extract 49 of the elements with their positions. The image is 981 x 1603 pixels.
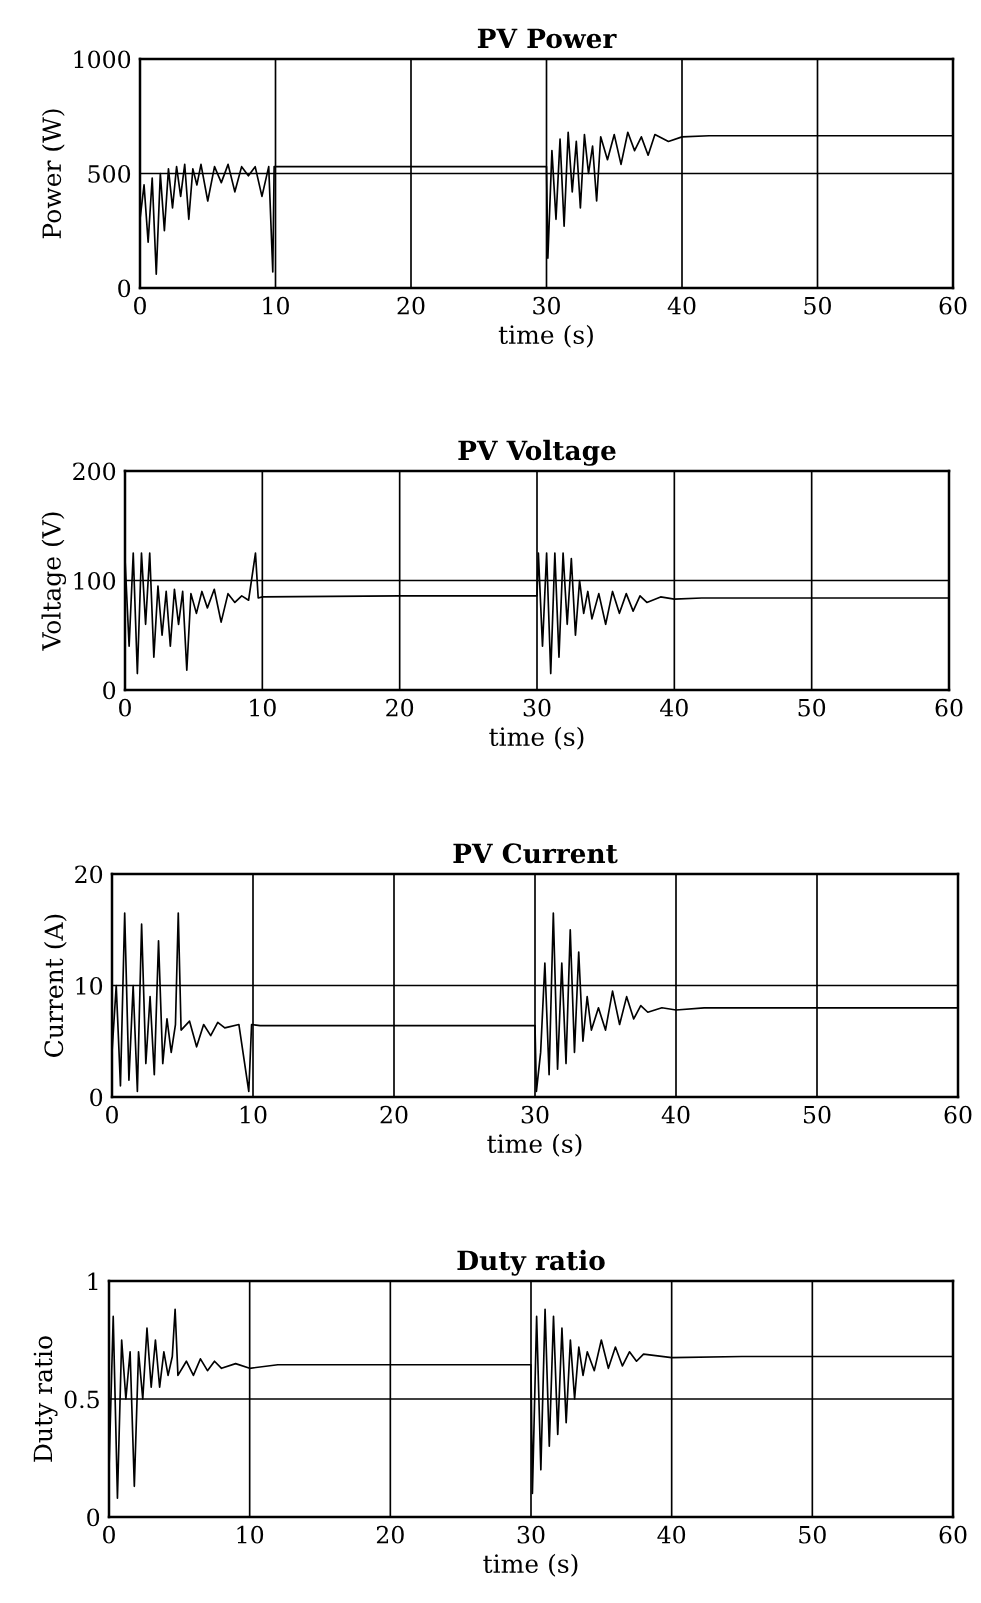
x-axis-title: time (s) — [483, 1553, 578, 1577]
x-tick-label: 50 — [803, 1105, 831, 1124]
y-axis-title: Duty ratio — [33, 1336, 58, 1462]
chart-title: PV Voltage — [458, 439, 616, 466]
y-tick-label: 0 — [87, 1508, 100, 1527]
x-tick-label: 50 — [799, 1525, 826, 1544]
x-tick-label: 60 — [939, 1525, 967, 1544]
chart-title: PV Power — [477, 28, 617, 49]
x-tick-label: 50 — [804, 296, 831, 315]
y-tick-label: 0 — [118, 279, 131, 298]
y-axis-title: Power (W) — [41, 109, 65, 239]
x-tick-label: 10 — [237, 1525, 264, 1544]
x-tick-label: 40 — [667, 296, 696, 315]
y-tick-label: 10 — [76, 976, 103, 995]
x-tick-label: 20 — [397, 296, 425, 315]
x-tick-label: 30 — [517, 1525, 545, 1544]
x-tick-label: 30 — [523, 698, 551, 717]
x-tick-label: 30 — [521, 1105, 549, 1124]
x-tick-label: 60 — [944, 1105, 972, 1124]
x-axis-title: time (s) — [498, 324, 593, 348]
x-tick-label: 40 — [657, 1525, 686, 1544]
chart-title: PV Current — [453, 843, 618, 864]
y-tick-label: 0 — [103, 681, 116, 700]
y-tick-label: 0.5 — [64, 1390, 99, 1409]
y-axis-title: Current (A) — [43, 914, 67, 1057]
x-tick-label: 10 — [250, 698, 276, 717]
y-axis-title: Voltage (V) — [41, 512, 67, 651]
x-tick-label: 40 — [660, 698, 688, 717]
x-tick-label: 20 — [380, 1105, 408, 1124]
x-tick-label: 60 — [935, 698, 963, 717]
y-tick-label: 1000 — [74, 50, 131, 69]
x-tick-label: 50 — [798, 698, 826, 717]
y-tick-label: 100 — [74, 571, 116, 590]
x-tick-label: 10 — [263, 296, 289, 315]
x-tick-label: 20 — [386, 698, 414, 717]
y-tick-label: 20 — [75, 865, 103, 884]
x-axis-title: time (s) — [489, 726, 584, 750]
y-tick-label: 200 — [73, 462, 116, 481]
y-tick-label: 1 — [88, 1272, 98, 1290]
x-tick-label: 10 — [240, 1105, 267, 1124]
x-tick-label: 40 — [661, 1105, 690, 1124]
x-tick-label: 0 — [134, 296, 146, 315]
x-axis-title: time (s) — [487, 1133, 582, 1157]
x-tick-label: 20 — [376, 1525, 404, 1544]
y-tick-label: 500 — [88, 164, 131, 183]
chart-title: Duty ratio — [457, 1249, 605, 1276]
x-tick-label: 30 — [533, 296, 560, 315]
y-tick-label: 0 — [90, 1088, 103, 1107]
x-tick-label: 60 — [939, 296, 967, 315]
